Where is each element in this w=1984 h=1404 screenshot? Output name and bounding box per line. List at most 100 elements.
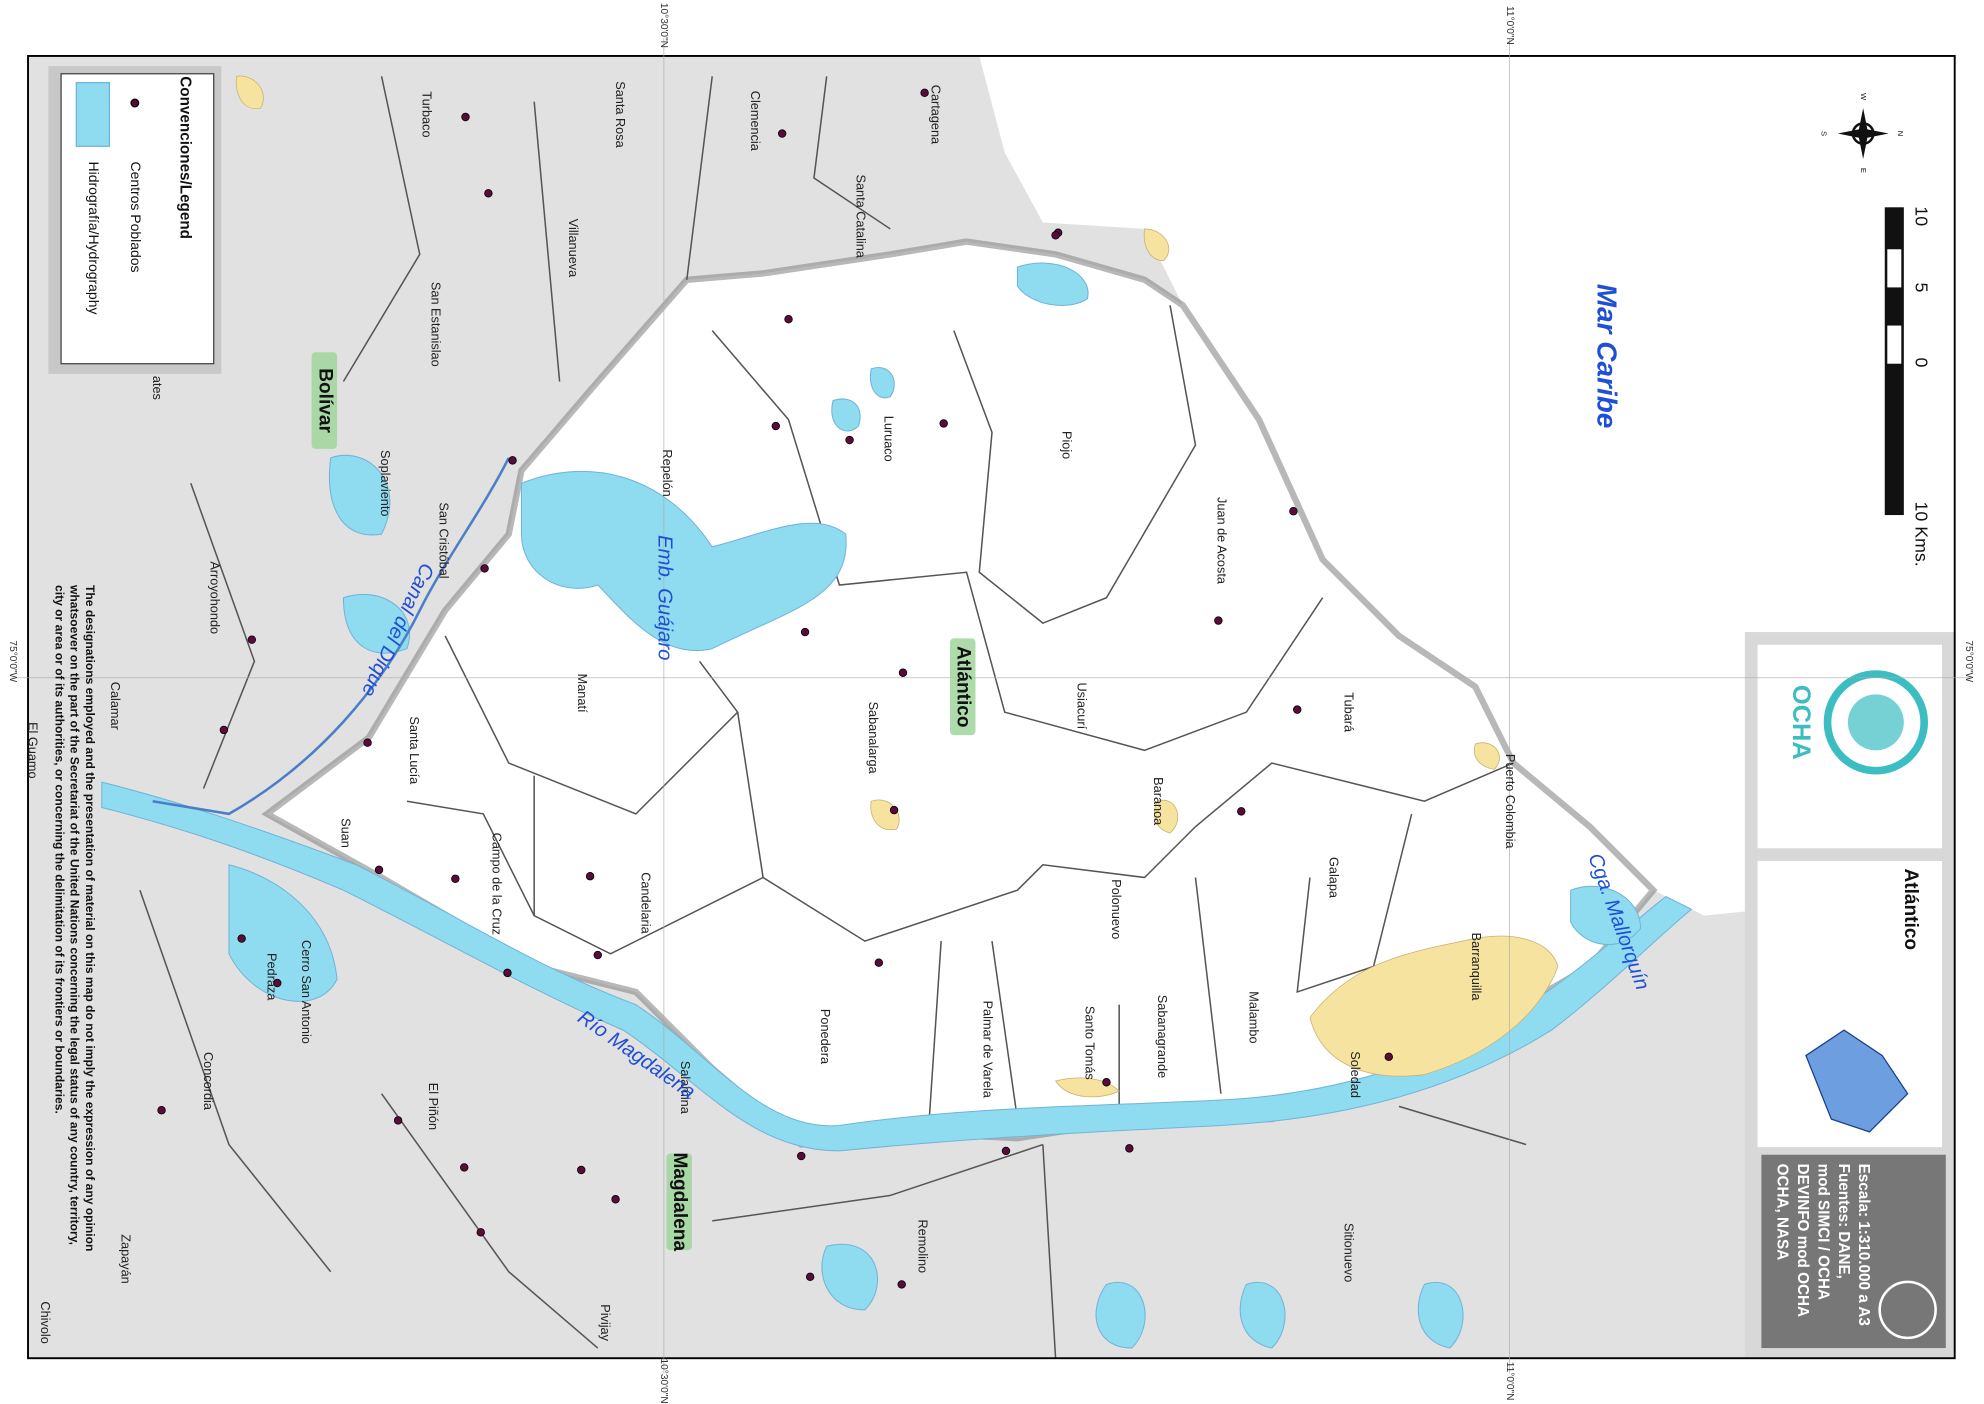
scale-label: 10 Kms. — [1912, 501, 1932, 566]
info-line: OCHA, NASA — [1774, 1164, 1791, 1261]
place-label: Polonuevo — [1109, 879, 1124, 939]
sea-label: Mar Caribe — [1592, 284, 1623, 429]
info-line: DEVINFO mod OCHA — [1794, 1164, 1811, 1317]
population-center — [1293, 705, 1302, 714]
population-center — [800, 627, 810, 637]
population-center — [374, 865, 384, 875]
population-centers — [157, 88, 1393, 1289]
scale-bar-segment — [1887, 249, 1902, 288]
population-center — [585, 872, 595, 881]
organization: OCHA — [1787, 685, 1815, 760]
population-center — [593, 950, 602, 960]
legend-item: Hidrografía/Hydrography — [86, 162, 102, 315]
coordinate-label: 10°30'0"N — [658, 1359, 669, 1404]
region-label: Magdalena — [669, 1153, 690, 1252]
region-label-box — [311, 352, 338, 449]
population-center — [219, 725, 229, 735]
place-label: Concordia — [201, 1052, 216, 1111]
population-center — [874, 958, 884, 967]
coordinate-label: 11°0'0"N — [1504, 1362, 1515, 1401]
place-label: Santa Rosa — [613, 81, 628, 148]
legend-dot — [130, 98, 140, 108]
population-center — [777, 129, 787, 138]
hydrography — [101, 262, 1693, 1349]
place-label: Malambo — [1246, 991, 1261, 1043]
place-label: Sabanalarga — [866, 702, 881, 775]
place-label: Santa Catalina — [853, 175, 868, 259]
urban-areas — [235, 75, 1559, 1098]
canal-del-dique — [152, 457, 510, 816]
un-logo-globe — [1847, 694, 1904, 751]
population-center — [797, 1151, 806, 1161]
info-box — [1761, 1154, 1946, 1349]
population-center — [157, 1106, 166, 1115]
disclaimer: whatsoever on the part of the Secretaria… — [68, 584, 82, 1245]
scale-bar-segment — [1887, 325, 1902, 364]
population-center — [897, 1280, 906, 1289]
place-label: Tubará — [1342, 692, 1357, 733]
population-center — [451, 874, 460, 883]
population-center — [247, 635, 257, 644]
region-label: Bolívar — [314, 368, 335, 433]
place-label: Soplaviento — [378, 450, 393, 516]
labels: Santa Rosa Turbaco Clemencia Cartagena Santa… — [7, 3, 1974, 1404]
population-center — [1289, 507, 1298, 516]
legend-item: Centros Poblados — [128, 162, 144, 273]
population-center — [898, 668, 908, 677]
place-label: Zapayán — [118, 1234, 133, 1283]
place-label: Candelaria — [638, 872, 653, 934]
compass-letter: N — [1896, 131, 1905, 137]
place-label: Piojo — [1059, 431, 1074, 459]
population-center — [476, 1228, 485, 1237]
population-center — [1001, 1146, 1011, 1156]
place-label: Santo Tomás — [1082, 1006, 1097, 1080]
legend-title: Convenciones/Legend — [176, 76, 193, 239]
population-center — [273, 978, 282, 988]
sea — [979, 55, 1955, 916]
scale-label: 0 — [1912, 357, 1932, 367]
place-label: Soledad — [1348, 1051, 1363, 1098]
population-center — [1051, 231, 1060, 240]
place-label: Turbaco — [420, 91, 435, 137]
place-label: Santa Lucía — [407, 716, 422, 785]
place-label: Cartagena — [928, 85, 943, 145]
population-center — [363, 738, 372, 747]
place-label: Baranoa — [1151, 777, 1166, 826]
place-label: Sitionuevo — [1342, 1223, 1357, 1282]
frame — [27, 55, 1956, 1360]
population-center — [1125, 1144, 1134, 1153]
population-center — [805, 1272, 815, 1282]
place-label: San Cristóbal — [436, 502, 451, 578]
coordinate-label: 75°0'0"W — [7, 640, 18, 682]
place-label: Pedraza — [265, 953, 280, 1001]
place-label: Usiacurí — [1075, 683, 1090, 730]
population-center — [1237, 807, 1246, 816]
population-center — [611, 1195, 620, 1204]
place-label: El Guamo — [25, 722, 40, 778]
locator-map — [1805, 1029, 1909, 1133]
scale-label: 5 — [1912, 282, 1932, 292]
place-label: Cerro San Antonio — [299, 940, 314, 1044]
place-label: Manatí — [575, 674, 590, 713]
place-label: Juan de Acosta — [1215, 497, 1230, 585]
place-label: Ponedera — [818, 1009, 833, 1065]
region-label-box — [950, 638, 976, 736]
place-label: Calamar — [108, 682, 123, 731]
population-center — [460, 1163, 469, 1172]
region-label: Atlántico — [953, 646, 974, 728]
place-label: Palmar de Varela — [981, 1001, 996, 1099]
population-center — [484, 189, 493, 198]
place-label: Campo de la Cruz — [490, 833, 505, 935]
place-label: San Estanislao — [429, 282, 444, 367]
place-label: Villanueva — [566, 219, 581, 278]
info-line: mod SIMCI / OCHA — [1814, 1164, 1831, 1300]
population-center — [461, 112, 470, 122]
population-center — [1102, 1078, 1111, 1087]
place-label: Luruaco — [881, 416, 896, 462]
map-title: Atlántico — [1900, 869, 1921, 951]
municipal-boundaries — [139, 76, 1527, 1359]
population-center — [845, 435, 854, 445]
population-center — [771, 421, 781, 431]
place-label: ates — [150, 376, 165, 400]
